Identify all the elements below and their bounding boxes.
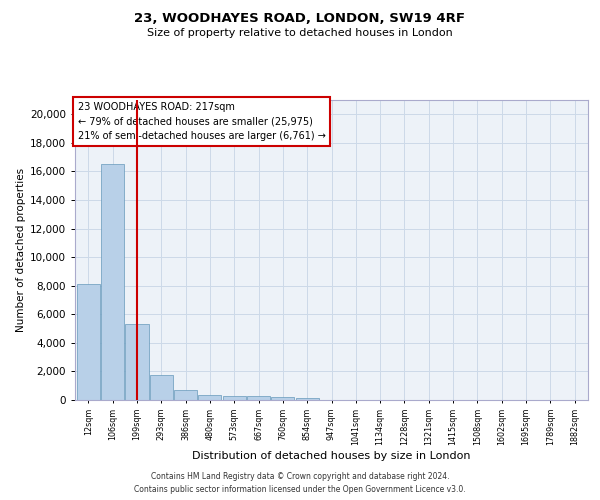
Bar <box>199 394 221 400</box>
Bar <box>223 396 246 400</box>
Bar <box>247 396 270 400</box>
Bar <box>150 375 173 400</box>
Text: 23, WOODHAYES ROAD, LONDON, SW19 4RF: 23, WOODHAYES ROAD, LONDON, SW19 4RF <box>134 12 466 26</box>
Text: Contains HM Land Registry data © Crown copyright and database right 2024.
Contai: Contains HM Land Registry data © Crown c… <box>134 472 466 494</box>
Bar <box>296 398 319 400</box>
X-axis label: Distribution of detached houses by size in London: Distribution of detached houses by size … <box>192 450 471 460</box>
Bar <box>125 324 149 400</box>
Text: 23 WOODHAYES ROAD: 217sqm
← 79% of detached houses are smaller (25,975)
21% of s: 23 WOODHAYES ROAD: 217sqm ← 79% of detac… <box>77 102 325 141</box>
Bar <box>101 164 124 400</box>
Bar <box>271 398 295 400</box>
Bar <box>174 390 197 400</box>
Y-axis label: Number of detached properties: Number of detached properties <box>16 168 26 332</box>
Bar <box>77 284 100 400</box>
Text: Size of property relative to detached houses in London: Size of property relative to detached ho… <box>147 28 453 38</box>
